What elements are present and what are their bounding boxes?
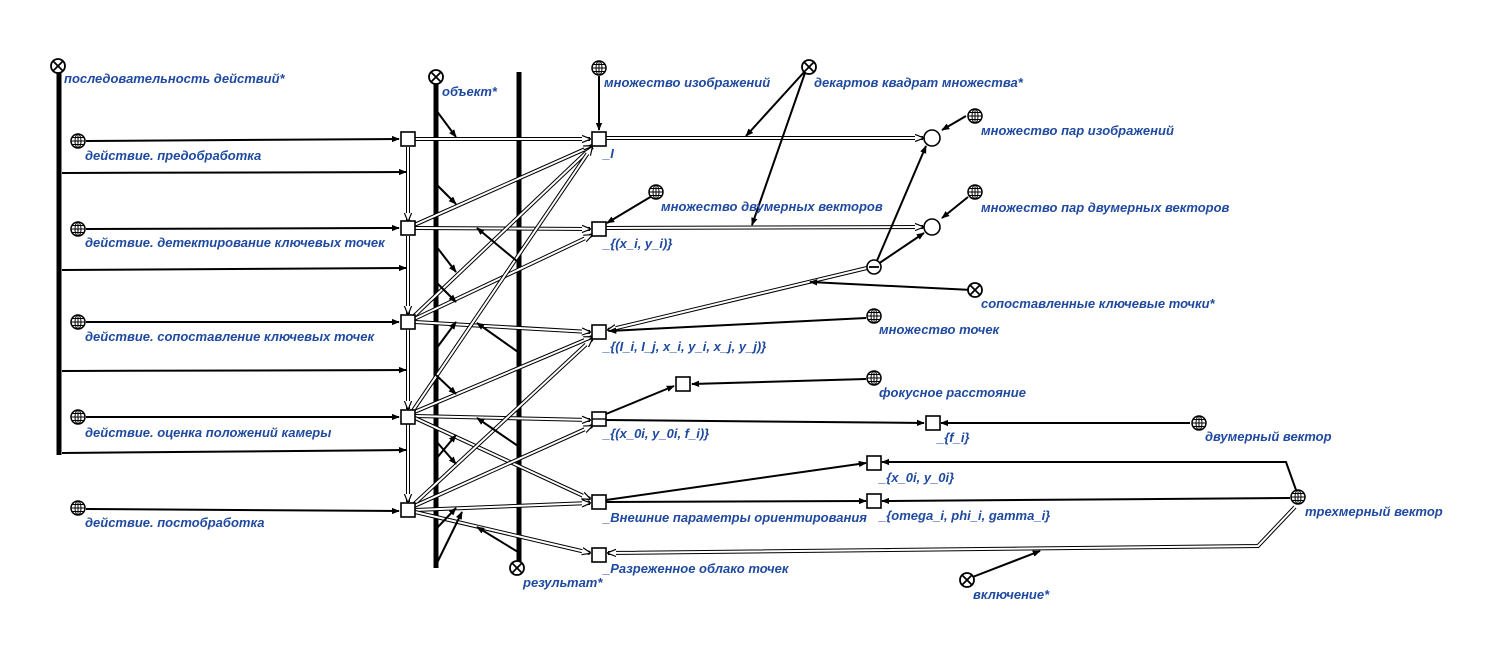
node-ext[interactable] bbox=[591, 494, 607, 510]
globe-icon bbox=[866, 370, 882, 386]
node-xy0[interactable] bbox=[866, 455, 882, 471]
node-cloud[interactable] bbox=[591, 547, 607, 563]
action-node-detect[interactable] bbox=[400, 220, 416, 236]
data-nodes bbox=[591, 129, 941, 563]
cross-circle-icon bbox=[959, 572, 975, 588]
seq-label: последовательность действий* bbox=[64, 71, 286, 86]
focal-label: фокусное расстояние bbox=[879, 385, 1026, 400]
minus-circle-icon bbox=[866, 259, 882, 275]
node-f[interactable] bbox=[925, 415, 941, 431]
result-label: результат* bbox=[522, 575, 603, 590]
node-omega[interactable] bbox=[866, 493, 882, 509]
object-label: объект* bbox=[442, 84, 498, 99]
globe-icon bbox=[967, 108, 983, 124]
globe-icon bbox=[70, 500, 86, 516]
cross-circle-icon bbox=[509, 560, 525, 576]
globe-icon bbox=[70, 409, 86, 425]
node-omega-label: _{omega_i, phi_i, gamma_i} bbox=[878, 508, 1050, 523]
node-xy0-label: _{x_0i, y_0i} bbox=[878, 470, 954, 485]
points-set-label: множество точек bbox=[879, 322, 1001, 337]
inclusion-label: включение* bbox=[973, 587, 1050, 602]
vec2-set-label: множество двумерных векторов bbox=[661, 199, 883, 214]
action-label-postprocess: действие. постобработка bbox=[85, 515, 264, 530]
matched-label: сопоставленные ключевые точки* bbox=[981, 296, 1216, 311]
node-I-label: _I bbox=[602, 146, 614, 161]
action-label-pose: действие. оценка положений камеры bbox=[85, 425, 331, 440]
cartesian-label: декартов квадрат множества* bbox=[814, 75, 1024, 90]
cross-circle-icon bbox=[50, 58, 66, 74]
globe-icon bbox=[967, 184, 983, 200]
cross-circle-icon bbox=[801, 59, 817, 75]
image-pairs-label: множество пар изображений bbox=[981, 123, 1174, 138]
globe-icon bbox=[648, 184, 664, 200]
action-nodes bbox=[400, 131, 416, 518]
node-cloud-label: _Разреженное облако точек bbox=[602, 561, 790, 576]
labels: последовательность действий* объект* рез… bbox=[64, 71, 1443, 602]
globe-icon bbox=[591, 60, 607, 76]
tuple-icon bbox=[923, 129, 941, 147]
action-label-detect: действие. детектирование ключевых точек bbox=[85, 235, 386, 250]
action-node-match[interactable] bbox=[400, 314, 416, 330]
globe-icon bbox=[70, 133, 86, 149]
node-IIxy[interactable] bbox=[591, 324, 607, 340]
node-xy[interactable] bbox=[591, 221, 607, 237]
globe-icon bbox=[1191, 415, 1207, 431]
globe-icon bbox=[866, 308, 882, 324]
single-arcs bbox=[61, 69, 1297, 579]
globe-icon bbox=[70, 221, 86, 237]
globe-icon bbox=[70, 314, 86, 330]
action-node-preprocess[interactable] bbox=[400, 131, 416, 147]
node-ext-label: _Внешние параметры ориентирования bbox=[602, 510, 867, 525]
vec2-pairs-label: множество пар двумерных векторов bbox=[981, 200, 1230, 215]
tuple-icon bbox=[923, 218, 941, 236]
action-node-pose[interactable] bbox=[400, 409, 416, 425]
action-label-preprocess: действие. предобработка bbox=[85, 148, 261, 163]
cross-circle-icon bbox=[428, 69, 444, 85]
pair-arcs bbox=[408, 138, 1297, 553]
node-f-label: _{f_i} bbox=[936, 430, 970, 445]
action-label-match: действие. сопоставление ключевых точек bbox=[85, 329, 375, 344]
vec2-label: двумерный вектор bbox=[1205, 429, 1332, 444]
globe-icon bbox=[1290, 489, 1306, 505]
node-xyf-label: _{(x_0i, y_0i, f_i)} bbox=[602, 426, 709, 441]
node-I[interactable] bbox=[591, 131, 607, 147]
node-IIxy-label: _{(I_i, I_j, x_i, y_i, x_j, y_j)} bbox=[602, 339, 766, 354]
cross-circle-icon bbox=[967, 282, 983, 298]
node-xy-label: _{(x_i, y_i)} bbox=[602, 236, 672, 251]
images-set-label: множество изображений bbox=[604, 75, 770, 90]
vec3-label: трехмерный вектор bbox=[1305, 504, 1443, 519]
action-node-postprocess[interactable] bbox=[400, 502, 416, 518]
node-focal-elem[interactable] bbox=[675, 376, 691, 392]
